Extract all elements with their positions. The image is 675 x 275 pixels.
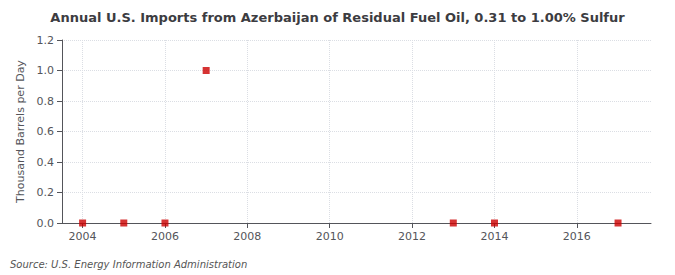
svg-text:2006: 2006 (151, 230, 179, 243)
svg-text:0.6: 0.6 (37, 125, 55, 138)
svg-text:2016: 2016 (563, 230, 591, 243)
svg-text:1.2: 1.2 (37, 34, 55, 47)
svg-text:2008: 2008 (233, 230, 261, 243)
svg-text:2012: 2012 (398, 230, 426, 243)
svg-text:Annual U.S. Imports from Azerb: Annual U.S. Imports from Azerbaijan of R… (50, 10, 625, 25)
svg-text:Source: U.S. Energy Informatio: Source: U.S. Energy Information Administ… (10, 259, 247, 270)
svg-text:1.0: 1.0 (37, 64, 55, 77)
svg-text:0.8: 0.8 (37, 95, 55, 108)
svg-text:2010: 2010 (316, 230, 344, 243)
svg-text:0.2: 0.2 (37, 186, 55, 199)
svg-text:2014: 2014 (480, 230, 508, 243)
svg-text:Thousand Barrels per Day: Thousand Barrels per Day (14, 60, 27, 204)
svg-text:0.0: 0.0 (37, 217, 55, 230)
svg-text:0.4: 0.4 (37, 156, 55, 169)
svg-text:2004: 2004 (69, 230, 97, 243)
